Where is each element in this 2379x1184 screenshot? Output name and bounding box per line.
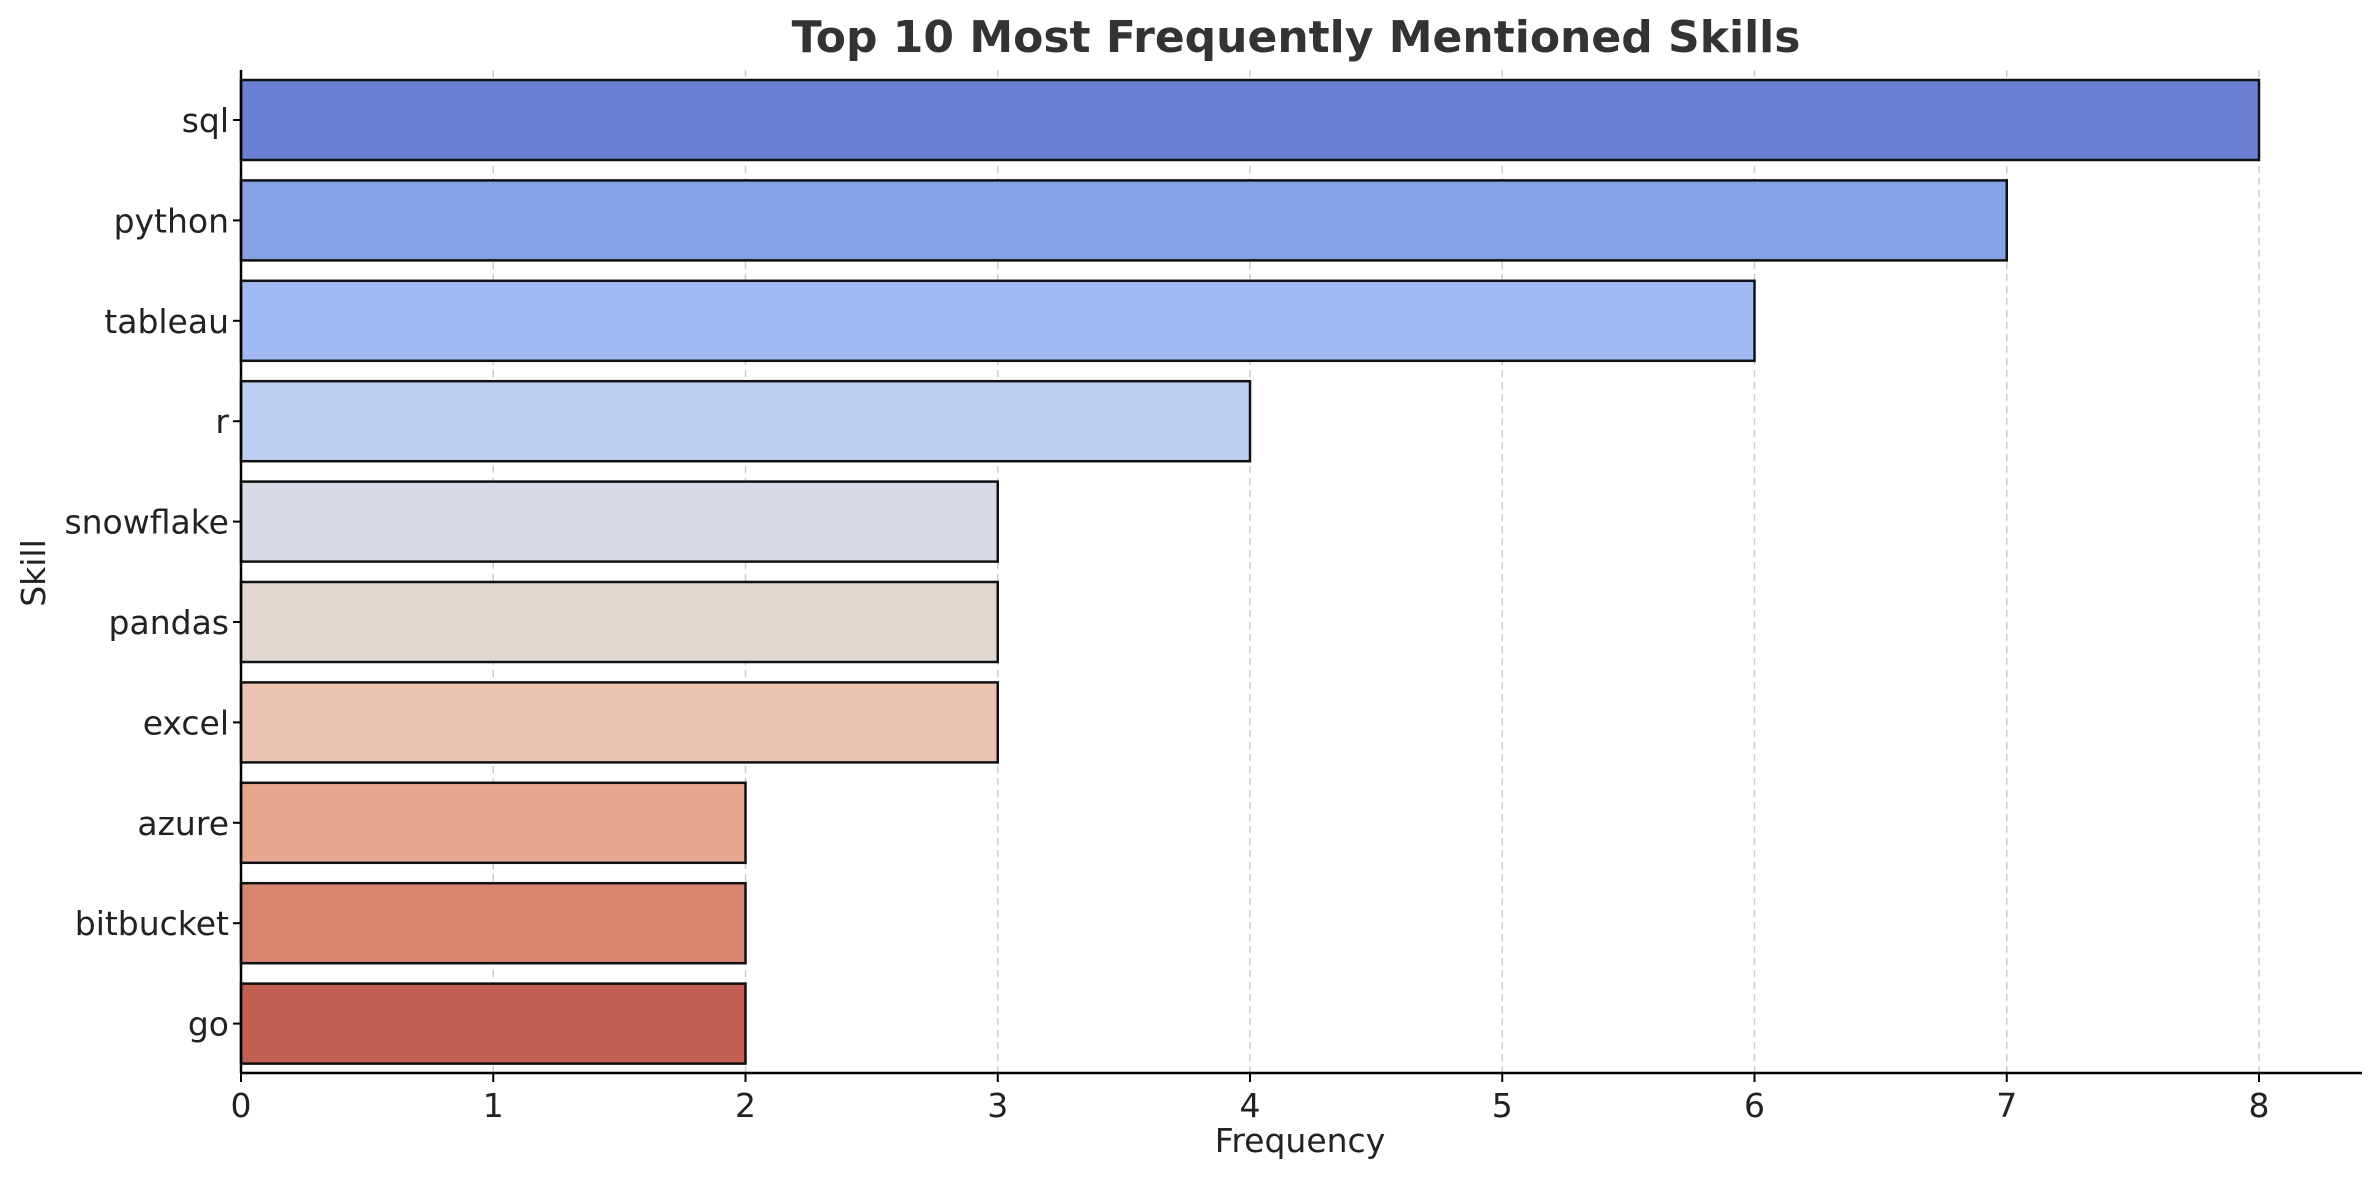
bar-azure [239, 781, 747, 865]
x-tick-label: 3 [987, 1086, 1008, 1125]
x-tick-label: 2 [735, 1086, 756, 1125]
x-tick-label: 8 [2249, 1086, 2270, 1125]
y-tick-label: bitbucket [75, 904, 229, 943]
y-ticks: sql python tableau r snowflake pandas excel azu… [64, 101, 241, 1044]
bar-bitbucket [239, 881, 747, 965]
bar-r [239, 379, 1252, 463]
bars [239, 78, 2261, 1065]
bar-python [239, 179, 2008, 262]
x-tick-label: 1 [483, 1086, 504, 1125]
y-tick-label: r [215, 402, 229, 441]
bar-excel [239, 681, 999, 764]
y-axis-label: Skill [14, 539, 53, 607]
axes [239, 70, 2362, 1075]
x-ticks: 0 1 2 3 4 5 6 7 8 [231, 1073, 2270, 1125]
x-tick-label: 7 [1996, 1086, 2017, 1125]
bar-go [239, 982, 747, 1065]
x-tick-label: 0 [231, 1086, 252, 1125]
bar-pandas [239, 580, 999, 664]
x-tick-label: 5 [1492, 1086, 1513, 1125]
y-tick-label: azure [137, 804, 229, 843]
bar-snowflake [239, 480, 999, 563]
bar-sql [239, 78, 2261, 162]
bar-tableau [239, 279, 1756, 363]
y-tick-label: tableau [104, 302, 229, 341]
y-tick-label: go [188, 1005, 229, 1044]
x-tick-label: 4 [1240, 1086, 1261, 1125]
chart-title: Top 10 Most Frequently Mentioned Skills [792, 12, 1801, 63]
x-axis-label: Frequency [1215, 1121, 1385, 1160]
y-tick-label: pandas [109, 603, 229, 642]
y-tick-label: excel [143, 703, 229, 742]
y-tick-label: sql [182, 101, 229, 140]
y-tick-label: snowflake [64, 503, 229, 542]
y-tick-label: python [114, 201, 229, 240]
x-tick-label: 6 [1744, 1086, 1765, 1125]
